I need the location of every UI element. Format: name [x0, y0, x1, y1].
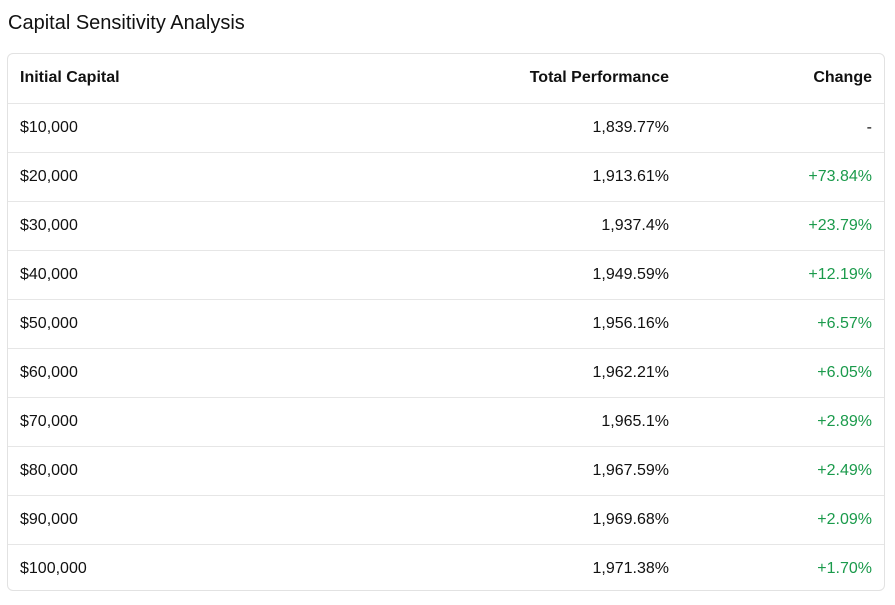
table-row: $60,000 1,962.21% +6.05% [8, 348, 884, 398]
cell-total-performance: 1,839.77% [238, 103, 680, 153]
table-row: $10,000 1,839.77% - [8, 103, 884, 153]
table-row: $90,000 1,969.68% +2.09% [8, 495, 884, 545]
cell-change: +2.49% [680, 446, 884, 496]
cell-initial-capital: $50,000 [8, 299, 238, 349]
cell-initial-capital: $40,000 [8, 250, 238, 300]
table-row: $20,000 1,913.61% +73.84% [8, 152, 884, 202]
cell-initial-capital: $70,000 [8, 397, 238, 447]
cell-total-performance: 1,969.68% [238, 495, 680, 545]
cell-change: +6.05% [680, 348, 884, 398]
table-row: $30,000 1,937.4% +23.79% [8, 201, 884, 251]
cell-initial-capital: $30,000 [8, 201, 238, 251]
table-row: $50,000 1,956.16% +6.57% [8, 299, 884, 349]
cell-total-performance: 1,965.1% [238, 397, 680, 447]
header-change: Change [680, 54, 884, 104]
header-row: Initial Capital Total Performance Change [8, 54, 884, 104]
cell-change: +1.70% [817, 559, 872, 577]
header-initial-capital: Initial Capital [8, 54, 238, 104]
table-row: $100,000 1,971.38% +1.70% [8, 544, 884, 590]
cell-change: +2.89% [680, 397, 884, 447]
cell-total-performance: 1,971.38% [592, 559, 669, 577]
cell-initial-capital: $100,000 [20, 559, 87, 577]
cell-change: +2.09% [680, 495, 884, 545]
table-header: Initial Capital Total Performance Change [8, 54, 884, 104]
sensitivity-table-container: Initial Capital Total Performance Change… [7, 53, 885, 591]
table-row: $40,000 1,949.59% +12.19% [8, 250, 884, 300]
cell-total-performance: 1,962.21% [238, 348, 680, 398]
sensitivity-table: Initial Capital Total Performance Change… [8, 54, 884, 590]
table-row: $70,000 1,965.1% +2.89% [8, 397, 884, 447]
cell-change: +23.79% [680, 201, 884, 251]
cell-change: +12.19% [680, 250, 884, 300]
cell-total-performance: 1,913.61% [238, 152, 680, 202]
cell-total-performance: 1,949.59% [238, 250, 680, 300]
cell-change: - [680, 103, 884, 153]
cell-initial-capital: $80,000 [8, 446, 238, 496]
cell-total-performance: 1,937.4% [238, 201, 680, 251]
cell-change: +73.84% [680, 152, 884, 202]
cell-total-performance: 1,967.59% [238, 446, 680, 496]
cell-total-performance: 1,956.16% [238, 299, 680, 349]
cell-initial-capital: $20,000 [8, 152, 238, 202]
table-row: $80,000 1,967.59% +2.49% [8, 446, 884, 496]
cell-initial-capital: $10,000 [8, 103, 238, 153]
header-total-performance: Total Performance [238, 54, 680, 104]
cell-initial-capital: $90,000 [8, 495, 238, 545]
page-title: Capital Sensitivity Analysis [8, 12, 245, 34]
cell-change: +6.57% [680, 299, 884, 349]
cell-initial-capital: $60,000 [8, 348, 238, 398]
table-body: $10,000 1,839.77% - $20,000 1,913.61% +73.84%… [8, 103, 884, 590]
